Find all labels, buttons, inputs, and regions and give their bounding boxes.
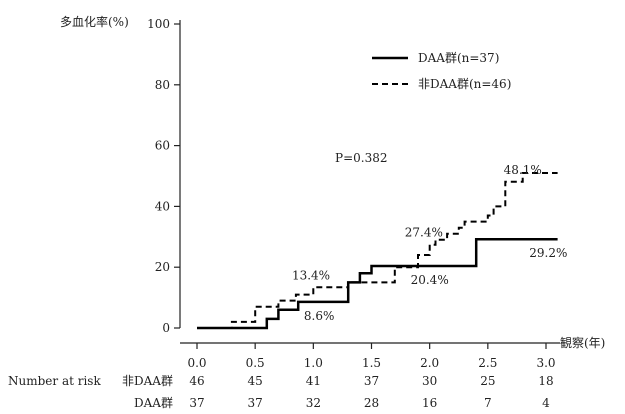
risk-value: 45: [248, 374, 263, 388]
annotation-label: 8.6%: [304, 309, 335, 323]
risk-value: 7: [484, 396, 492, 410]
y-tick-label: 0: [162, 321, 170, 335]
annotation-label: 48.1%: [504, 163, 542, 177]
series-line-daa: [197, 237, 558, 330]
risk-value: 18: [538, 374, 553, 388]
annotations: 48.1% 27.4% 13.4% 29.2% 20.4% 8.6%: [292, 163, 567, 323]
y-tick-label: 80: [155, 78, 170, 92]
y-ticks: 0 20 40 60 80 100: [147, 17, 180, 335]
x-tick-label: 2.0: [420, 356, 439, 370]
y-tick-label: 60: [155, 139, 170, 153]
annotation-label: 29.2%: [529, 246, 567, 260]
risk-value: 25: [480, 374, 495, 388]
x-tick-label: 0.5: [246, 356, 265, 370]
legend-label-nondaa: 非DAA群(n=46): [418, 77, 511, 91]
p-value: P=0.382: [335, 151, 387, 165]
risk-value: 32: [306, 396, 321, 410]
x-ticks: 0.0 0.5 1.0 1.5 2.0 2.5 3.0: [187, 343, 556, 370]
risk-value: 16: [422, 396, 437, 410]
risk-value: 30: [422, 374, 437, 388]
y-tick-label: 100: [147, 17, 170, 31]
y-tick-label: 40: [155, 199, 170, 213]
y-tick-label: 20: [155, 260, 170, 274]
risk-value: 4: [542, 396, 550, 410]
risk-value: 28: [364, 396, 379, 410]
risk-row-label-nondaa: 非DAA群: [122, 374, 173, 388]
legend: DAA群(n=37) 非DAA群(n=46): [372, 51, 511, 91]
risk-value: 37: [248, 396, 263, 410]
risk-value: 37: [364, 374, 379, 388]
risk-title: Number at risk: [8, 374, 101, 388]
x-tick-label: 2.5: [478, 356, 497, 370]
risk-values: 46 45 41 37 30 25 18 37 37 32 28 16 7 4: [189, 374, 553, 410]
x-tick-label: 3.0: [536, 356, 555, 370]
risk-value: 37: [189, 396, 204, 410]
y-axis-label: 多血化率(%): [60, 14, 129, 29]
x-tick-label: 0.0: [187, 356, 206, 370]
x-axis-label: 観察(年): [560, 336, 605, 350]
risk-value: 46: [189, 374, 204, 388]
x-tick-label: 1.0: [304, 356, 323, 370]
series-line-nondaa: [197, 172, 558, 329]
annotation-label: 27.4%: [405, 226, 443, 240]
risk-row-label-daa: DAA群: [134, 396, 173, 410]
series-lines: [197, 172, 558, 330]
annotation-label: 20.4%: [411, 273, 449, 287]
annotation-label: 13.4%: [292, 268, 330, 282]
risk-value: 41: [306, 374, 321, 388]
x-tick-label: 1.5: [362, 356, 381, 370]
legend-label-daa: DAA群(n=37): [418, 51, 499, 65]
